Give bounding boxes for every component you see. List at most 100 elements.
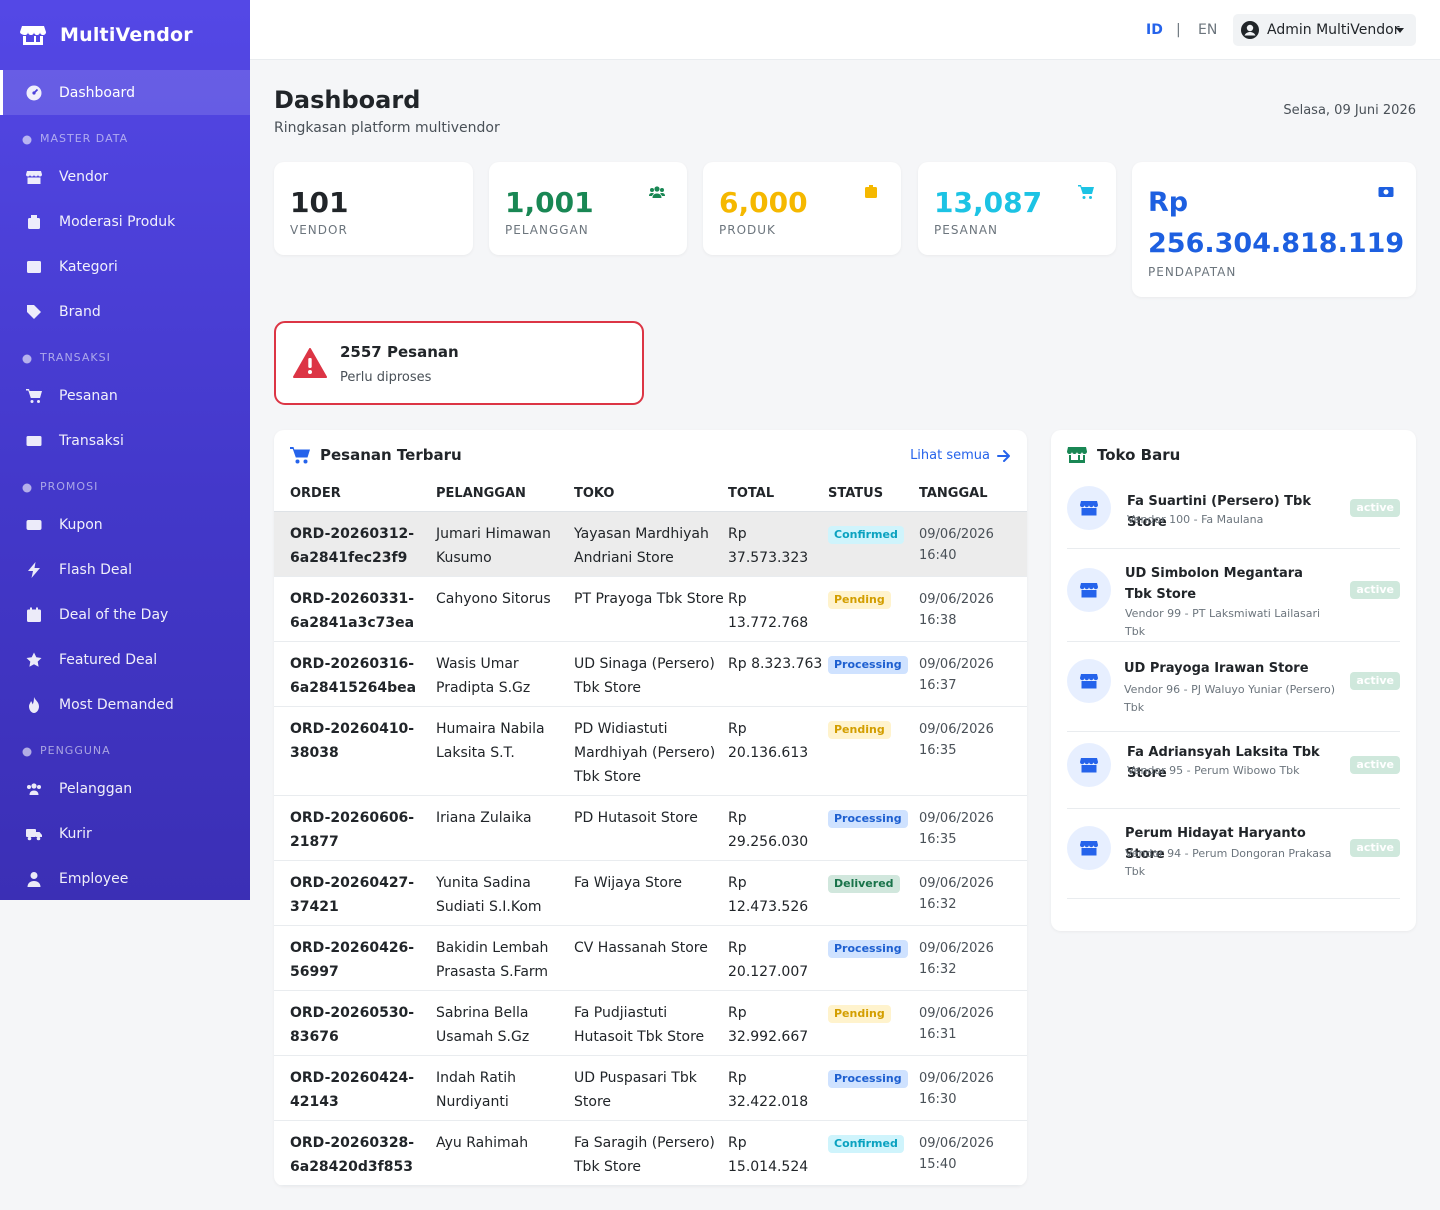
calendar-icon xyxy=(27,607,41,622)
page-title: Dashboard xyxy=(274,86,421,114)
table-header-row: ORDER PELANGGAN TOKO TOTAL STATUS TANGGA… xyxy=(274,476,1027,512)
order-id[interactable]: ORD-20260606-21877 xyxy=(274,795,436,861)
column-header: TANGGAL xyxy=(919,476,1027,512)
list-item[interactable]: Fa Adriansyah Laksita Tbk Store Vendor 95… xyxy=(1067,732,1400,809)
table-row[interactable]: ORD-20260331-6a2841a3c73ea Cahyono Sitoru… xyxy=(274,576,1027,642)
table-row[interactable]: ORD-20260312-6a2841fec23f9 Jumari Himawan… xyxy=(274,511,1027,577)
sidebar-item-label: Pelanggan xyxy=(59,780,133,797)
stat-label: PRODUK xyxy=(719,223,776,237)
sidebar-item-transaksi-item[interactable]: Transaksi xyxy=(0,418,250,463)
stat-value: 101 xyxy=(290,186,349,219)
status-badge: Processing xyxy=(828,939,908,958)
sidebar-item-pelanggan[interactable]: Pelanggan xyxy=(0,766,250,811)
column-header: TOTAL xyxy=(728,476,828,512)
table-row[interactable]: ORD-20260606-21877 Iriana Zulaika PD Hutas… xyxy=(274,795,1027,861)
order-total: Rp 15.014.524 xyxy=(728,1120,828,1186)
order-store: CV Hassanah Store xyxy=(574,925,728,991)
status-badge: Delivered xyxy=(828,874,900,893)
cart-icon xyxy=(26,388,42,403)
order-date: 09/06/2026 15:40 xyxy=(919,1120,1027,1186)
status-badge: Pending xyxy=(828,1004,891,1023)
list-item[interactable]: Perum Hidayat Haryanto Store Vendor 94 - … xyxy=(1067,809,1400,899)
page-date: Selasa, 09 Juni 2026 xyxy=(1283,103,1416,118)
gauge-icon xyxy=(26,85,42,100)
store-avatar xyxy=(1067,826,1111,870)
sidebar-item-featured[interactable]: Featured Deal xyxy=(0,637,250,682)
table-row[interactable]: ORD-20260426-56997 Bakidin Lembah Prasast… xyxy=(274,925,1027,991)
star-icon xyxy=(26,652,42,667)
tag-icon xyxy=(27,304,41,319)
order-date: 09/06/2026 16:38 xyxy=(919,576,1027,642)
order-id[interactable]: ORD-20260426-56997 xyxy=(274,925,436,991)
user-menu-button[interactable]: Admin MultiVendor xyxy=(1233,14,1416,46)
order-status-cell: Processing xyxy=(828,1055,919,1121)
store-icon xyxy=(26,170,42,184)
column-header: PELANGGAN xyxy=(436,476,574,512)
order-id[interactable]: ORD-20260328-6a28420d3f853 xyxy=(274,1120,436,1186)
sidebar-item-vendor[interactable]: Vendor xyxy=(0,154,250,199)
order-id[interactable]: ORD-20260530-83676 xyxy=(274,990,436,1056)
sidebar-item-kupon[interactable]: Kupon xyxy=(0,502,250,547)
table-row[interactable]: ORD-20260427-37421 Yunita Sadina Sudiati … xyxy=(274,860,1027,926)
sidebar-nav: Dashboard MASTER DATA Vendor Moderasi Produ… xyxy=(0,70,250,901)
order-customer: Jumari Himawan Kusumo xyxy=(436,511,574,577)
table-row[interactable]: ORD-20260410-38038 Humaira Nabila Laksita… xyxy=(274,706,1027,796)
see-all-link[interactable]: Lihat semua xyxy=(910,448,1011,463)
user-circle-icon xyxy=(1241,21,1259,39)
language-en-link[interactable]: EN xyxy=(1198,22,1218,38)
stat-value: 1,001 xyxy=(505,186,594,219)
sidebar-item-deal[interactable]: Deal of the Day xyxy=(0,592,250,637)
order-id[interactable]: ORD-20260424-42143 xyxy=(274,1055,436,1121)
stat-card-pendapatan: Rp 256.304.818.119 PENDAPATAN xyxy=(1132,162,1416,297)
order-date: 09/06/2026 16:35 xyxy=(919,795,1027,861)
sidebar-section-master: MASTER DATA xyxy=(0,115,250,154)
sidebar-item-dashboard[interactable]: Dashboard xyxy=(0,70,250,115)
order-id[interactable]: ORD-20260427-37421 xyxy=(274,860,436,926)
sidebar-item-label: Pesanan xyxy=(59,387,118,404)
sidebar-item-kategori[interactable]: Kategori xyxy=(0,244,250,289)
order-id[interactable]: ORD-20260312-6a2841fec23f9 xyxy=(274,511,436,577)
status-badge: active xyxy=(1350,499,1400,517)
order-total: Rp 32.422.018 xyxy=(728,1055,828,1121)
sidebar-item-kurir[interactable]: Kurir xyxy=(0,811,250,856)
panel-title: Toko Baru xyxy=(1097,446,1181,464)
order-status-cell: Processing xyxy=(828,795,919,861)
sidebar-item-brand[interactable]: Brand xyxy=(0,289,250,334)
cart-icon xyxy=(290,447,310,464)
list-item[interactable]: UD Simbolon Megantara Tbk Store Vendor 99… xyxy=(1067,549,1400,642)
truck-icon xyxy=(26,828,42,840)
sidebar-item-employee[interactable]: Employee xyxy=(0,856,250,901)
stat-card-pesanan: 13,087 PESANAN xyxy=(918,162,1116,255)
sidebar-item-label: Flash Deal xyxy=(59,561,133,578)
sidebar-section-transaksi: TRANSAKSI xyxy=(0,334,250,373)
sidebar-section-promosi: PROMOSI xyxy=(0,463,250,502)
store-icon xyxy=(1080,841,1098,856)
order-status-cell: Processing xyxy=(828,641,919,707)
stat-value: Rp 256.304.818.119 xyxy=(1148,187,1405,259)
pending-orders-alert[interactable]: 2557 Pesanan Perlu diproses xyxy=(274,321,644,405)
table-row[interactable]: ORD-20260530-83676 Sabrina Bella Usamah S… xyxy=(274,990,1027,1056)
table-row[interactable]: ORD-20260316-6a28415264bea Wasis Umar Pra… xyxy=(274,641,1027,707)
app-name: MultiVendor xyxy=(60,24,193,46)
order-id[interactable]: ORD-20260331-6a2841a3c73ea xyxy=(274,576,436,642)
order-id[interactable]: ORD-20260410-38038 xyxy=(274,706,436,796)
sidebar-item-demanded[interactable]: Most Demanded xyxy=(0,682,250,727)
order-date: 09/06/2026 16:30 xyxy=(919,1055,1027,1121)
table-row[interactable]: ORD-20260328-6a28420d3f853 Ayu Rahimah Fa … xyxy=(274,1120,1027,1186)
table-row[interactable]: ORD-20260424-42143 Indah Ratih Nurdiyanti… xyxy=(274,1055,1027,1121)
sidebar-item-moderasi[interactable]: Moderasi Produk xyxy=(0,199,250,244)
list-item[interactable]: UD Prayoga Irawan Store Vendor 96 - PJ Wa… xyxy=(1067,642,1400,732)
order-total: Rp 8.323.763 xyxy=(728,641,828,707)
see-all-label: Lihat semua xyxy=(910,448,990,463)
brand[interactable]: MultiVendor xyxy=(0,0,250,70)
order-customer: Bakidin Lembah Prasasta S.Farm xyxy=(436,925,574,991)
language-id-link[interactable]: ID xyxy=(1146,22,1163,38)
order-id[interactable]: ORD-20260316-6a28415264bea xyxy=(274,641,436,707)
stat-label: VENDOR xyxy=(290,223,348,237)
list-item[interactable]: Fa Suartini (Persero) Tbk Store Vendor 10… xyxy=(1067,479,1400,549)
sidebar-item-label: Featured Deal xyxy=(59,651,158,668)
sidebar-item-pesanan[interactable]: Pesanan xyxy=(0,373,250,418)
sidebar-item-flash[interactable]: Flash Deal xyxy=(0,547,250,592)
sidebar-section-label: PENGGUNA xyxy=(40,744,111,757)
stat-label: PELANGGAN xyxy=(505,223,589,237)
